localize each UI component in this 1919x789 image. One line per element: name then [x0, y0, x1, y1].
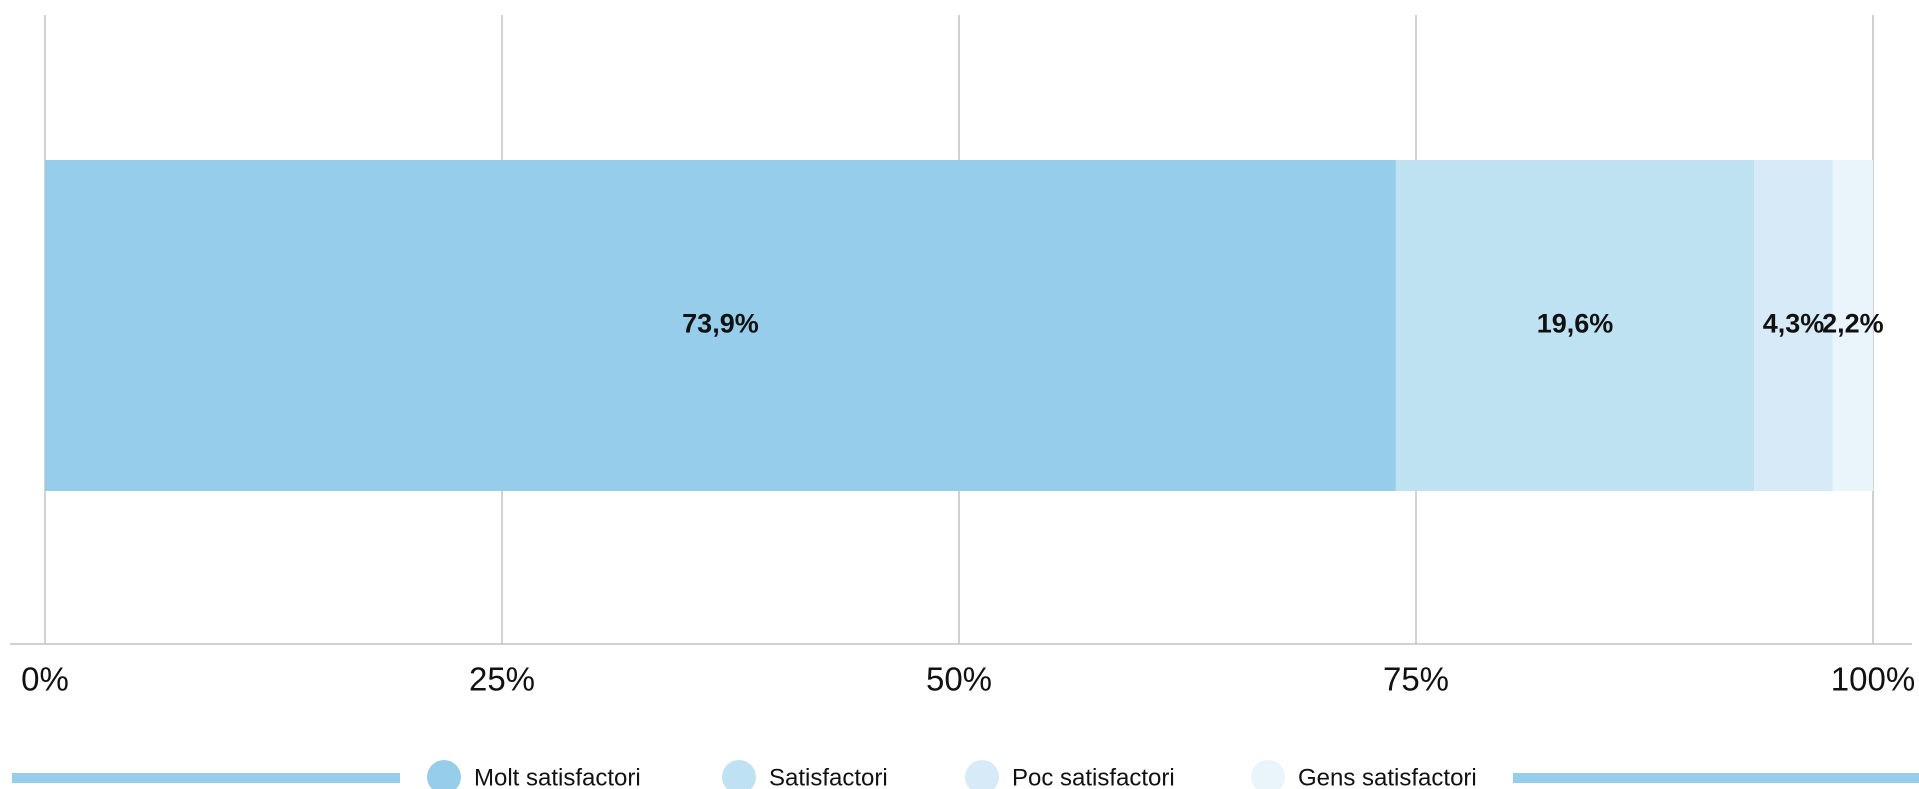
bar-segment — [45, 160, 1396, 491]
bar-segment — [1832, 160, 1873, 491]
legend-label: Gens satisfactori — [1298, 764, 1477, 789]
x-tick-label: 50% — [926, 661, 992, 698]
legend-label: Poc satisfactori — [1012, 764, 1175, 789]
legend-swatch — [965, 760, 999, 789]
value-label: 73,9% — [682, 309, 759, 339]
legend-decoration — [1513, 773, 1919, 783]
bar-segment — [1754, 160, 1833, 491]
x-tick-label: 0% — [21, 661, 69, 698]
legend-swatch — [427, 760, 461, 789]
value-label: 4,3% — [1763, 309, 1825, 339]
value-label: 19,6% — [1537, 309, 1614, 339]
x-tick-label: 75% — [1383, 661, 1449, 698]
legend-swatch — [1251, 760, 1285, 789]
value-label: 2,2% — [1822, 309, 1884, 339]
bar-segment — [1395, 160, 1755, 491]
legend-swatch — [722, 760, 756, 789]
x-tick-label: 100% — [1831, 661, 1915, 698]
legend-label: Molt satisfactori — [474, 764, 641, 789]
legend-decoration — [12, 773, 400, 783]
x-tick-label: 25% — [469, 661, 535, 698]
legend-label: Satisfactori — [769, 764, 888, 789]
